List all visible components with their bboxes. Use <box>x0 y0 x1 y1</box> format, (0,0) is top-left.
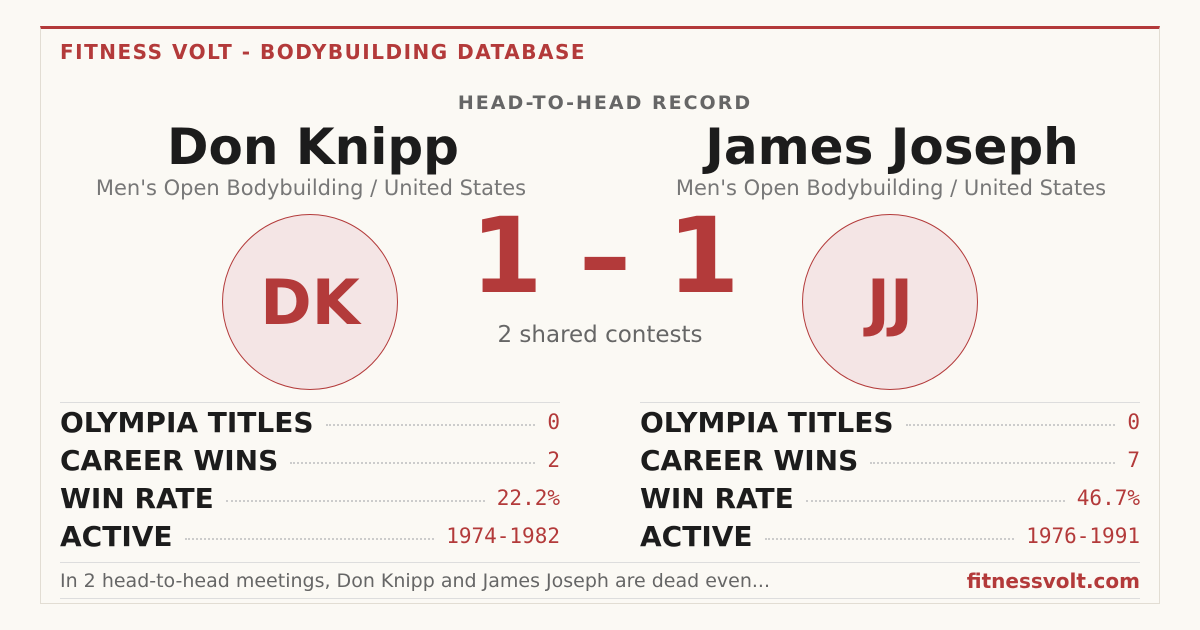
stat-row: OLYMPIA TITLES 0 <box>60 403 560 441</box>
score: 1 – 1 <box>470 195 740 317</box>
leader <box>905 424 1116 426</box>
stat-row: WIN RATE 22.2% <box>60 479 560 517</box>
stat-row: ACTIVE 1974-1982 <box>60 517 560 555</box>
right-stats: OLYMPIA TITLES 0 CAREER WINS 7 WIN RATE 46.7%… <box>640 402 1140 555</box>
stat-label: OLYMPIA TITLES <box>640 405 894 439</box>
left-subtitle: Men's Open Bodybuilding / United States <box>95 176 527 200</box>
stat-value: 0 <box>1127 410 1140 434</box>
right-name: James Joseph <box>705 118 1079 176</box>
stat-row: WIN RATE 46.7% <box>640 479 1140 517</box>
site-link[interactable]: fitnessvolt.com <box>966 568 1140 593</box>
stat-label: ACTIVE <box>640 519 753 553</box>
kicker: HEAD-TO-HEAD RECORD <box>457 92 753 114</box>
leader <box>764 538 1015 540</box>
stat-row: OLYMPIA TITLES 0 <box>640 403 1140 441</box>
left-avatar: DK <box>222 214 398 390</box>
left-name: Don Knipp <box>167 118 459 176</box>
stat-value: 1976-1991 <box>1026 524 1140 548</box>
stat-label: CAREER WINS <box>640 443 859 477</box>
stat-value: 22.2% <box>496 486 560 510</box>
stat-label: ACTIVE <box>60 519 173 553</box>
summary: In 2 head-to-head meetings, Don Knipp an… <box>60 569 771 592</box>
right-subtitle: Men's Open Bodybuilding / United States <box>675 176 1107 200</box>
stat-label: WIN RATE <box>60 481 214 515</box>
leader <box>184 538 435 540</box>
score-caption: 2 shared contests <box>497 322 703 348</box>
leader <box>225 500 485 502</box>
leader <box>325 424 536 426</box>
footer: In 2 head-to-head meetings, Don Knipp an… <box>60 562 1140 599</box>
right-avatar: JJ <box>802 214 978 390</box>
leader <box>805 500 1065 502</box>
leader <box>870 462 1116 464</box>
stat-value: 7 <box>1127 448 1140 472</box>
stat-value: 0 <box>547 410 560 434</box>
stat-label: WIN RATE <box>640 481 794 515</box>
left-stats: OLYMPIA TITLES 0 CAREER WINS 2 WIN RATE 22.2%… <box>60 402 560 555</box>
stat-value: 2 <box>547 448 560 472</box>
stat-row: CAREER WINS 7 <box>640 441 1140 479</box>
stat-label: CAREER WINS <box>60 443 279 477</box>
stat-value: 1974-1982 <box>446 524 560 548</box>
stat-row: ACTIVE 1976-1991 <box>640 517 1140 555</box>
leader <box>290 462 536 464</box>
brand: FITNESS VOLT - BODYBUILDING DATABASE <box>60 40 587 64</box>
stat-label: OLYMPIA TITLES <box>60 405 314 439</box>
stat-value: 46.7% <box>1076 486 1140 510</box>
frame <box>40 26 1160 604</box>
stat-row: CAREER WINS 2 <box>60 441 560 479</box>
